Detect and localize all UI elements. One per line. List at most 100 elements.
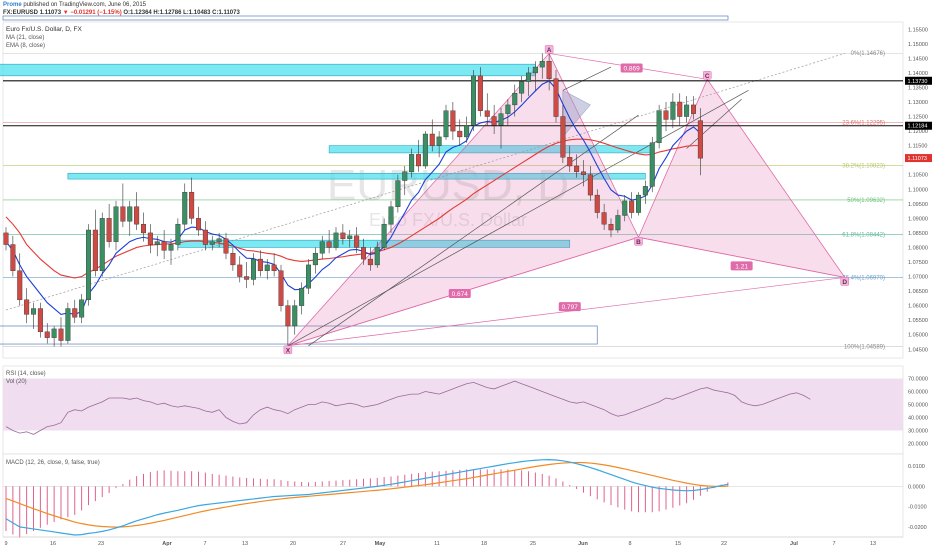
down-arrow-icon: ▼ — [62, 10, 69, 16]
price-badge-label: 1.13730 — [908, 79, 928, 85]
candle-body — [649, 142, 655, 187]
candle-body — [388, 206, 394, 225]
y-tick-label: 1.13500 — [908, 85, 928, 91]
candle-body — [347, 235, 353, 239]
published-text: published on TradingView.com, June 06, 2… — [23, 2, 147, 8]
rsi-band — [3, 378, 903, 431]
candle-body — [134, 206, 140, 225]
x-tick-label: 22 — [721, 541, 727, 547]
candle-body — [642, 186, 648, 196]
candle-body — [457, 130, 463, 138]
candle-body — [216, 238, 222, 242]
macd-tick-label: -0.0200 — [908, 525, 927, 531]
candle-body — [374, 247, 380, 266]
last-price: 1.11073 — [39, 10, 62, 16]
candle-body — [402, 171, 408, 181]
x-tick-label: 23 — [98, 541, 104, 547]
candle-body — [471, 75, 477, 126]
candle-body — [195, 218, 201, 231]
candle-body — [381, 223, 387, 248]
y-tick-label: 1.14500 — [908, 56, 928, 62]
point-label-box — [634, 237, 643, 246]
candle-body — [257, 258, 263, 271]
fib-label: 61.8%(1.08442) — [842, 233, 885, 239]
black-trendline-3 — [562, 66, 612, 91]
candle-body — [189, 191, 195, 219]
candle-body — [519, 81, 525, 94]
candle-body — [299, 287, 305, 306]
candle-body — [202, 229, 208, 245]
y-tick-label: 1.07500 — [908, 260, 928, 266]
rsi-legend: RSI (14, close) — [6, 371, 46, 377]
y-tick-label: 1.07000 — [908, 275, 928, 281]
candle-body — [209, 241, 215, 245]
candle-body — [319, 241, 325, 254]
candle-body — [230, 253, 236, 266]
candle-body — [120, 206, 126, 222]
black-trendline-1 — [287, 90, 749, 347]
candle-body — [31, 308, 37, 315]
y-tick-label: 1.15500 — [908, 27, 928, 33]
y-tick-label: 1.05000 — [908, 333, 928, 339]
publisher-username[interactable]: Prome — [3, 2, 22, 8]
pattern-bd-line — [638, 236, 845, 278]
y-tick-label: 1.06500 — [908, 289, 928, 295]
rsi-tick-label: 70.0000 — [908, 377, 928, 383]
candle-body — [37, 308, 43, 333]
candle-body — [684, 104, 690, 117]
ratio-label: 0.869 — [623, 66, 640, 73]
x-tick-label: 9 — [4, 541, 7, 547]
candle-body — [409, 154, 415, 173]
harmonic-point-b: B — [636, 239, 641, 246]
candle-body — [691, 104, 697, 114]
candle-body — [574, 165, 580, 173]
x-tick-label: 7 — [832, 541, 835, 547]
y-tick-label: 1.10000 — [908, 187, 928, 193]
rsi-line — [5, 380, 811, 435]
candle-body — [532, 66, 538, 74]
x-tick-label: 18 — [481, 541, 487, 547]
y-tick-label: 1.13000 — [908, 100, 928, 106]
vol-legend: Vol (20) — [6, 379, 27, 385]
y-tick-label: 1.11500 — [908, 144, 927, 150]
candle-body — [65, 308, 71, 341]
x-tick-label: 20 — [290, 541, 296, 547]
fib-label: 0%(1.14676) — [851, 51, 885, 57]
candle-body — [147, 232, 153, 245]
candle-body — [697, 120, 703, 159]
ohlc-values: O:1.12364 H:1.12786 L:1.10483 C:1.11073 — [123, 10, 240, 16]
price-badge-label: 1.12184 — [908, 124, 928, 130]
price-badge — [905, 76, 932, 85]
harmonic-point-a: A — [547, 47, 552, 54]
candle-body — [422, 133, 428, 167]
candle-body — [10, 244, 16, 271]
candle-body — [581, 171, 587, 175]
y-tick-label: 1.06000 — [908, 304, 928, 310]
macd-legend: MACD (12, 26, close, 9, false, true) — [6, 460, 100, 466]
candle-body — [464, 125, 470, 138]
candle-body — [333, 232, 339, 248]
y-tick-label: 1.09000 — [908, 216, 928, 222]
candle-body — [72, 308, 78, 318]
candle-body — [636, 194, 642, 213]
ma-legend: MA (21, close) — [6, 35, 44, 41]
candle-body — [244, 276, 250, 280]
candle-body — [429, 133, 435, 146]
ratio-label: 0.674 — [452, 291, 469, 298]
candle-body — [601, 212, 607, 225]
candle-body — [24, 299, 30, 315]
point-label-box — [283, 345, 293, 355]
x-tick-label: 16 — [50, 541, 56, 547]
candle-body — [264, 264, 270, 271]
candle-body — [58, 328, 64, 341]
price-axis — [905, 0, 932, 550]
candle-body — [127, 206, 133, 222]
y-tick-label: 1.05500 — [908, 318, 928, 324]
y-tick-label: 1.10500 — [908, 173, 928, 179]
candle-body — [140, 223, 146, 234]
price-badge-label: 1.11073 — [908, 156, 927, 162]
ratio-box — [448, 289, 471, 298]
range-box-top — [2, 15, 729, 21]
harmonic-point-d: D — [842, 279, 847, 286]
